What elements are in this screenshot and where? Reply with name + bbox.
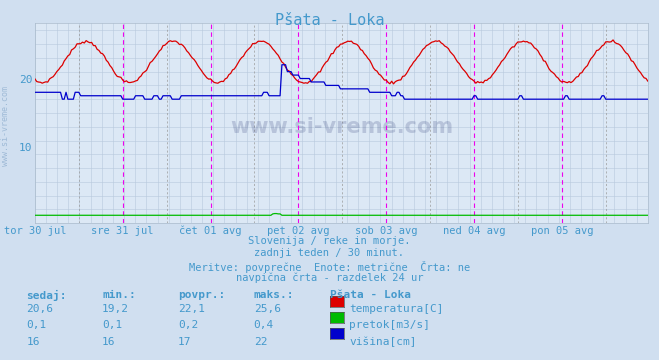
Text: sedaj:: sedaj: — [26, 290, 67, 301]
Text: 22,1: 22,1 — [178, 304, 205, 314]
Text: 0,2: 0,2 — [178, 320, 198, 330]
Text: 0,1: 0,1 — [102, 320, 123, 330]
Text: navpična črta - razdelek 24 ur: navpična črta - razdelek 24 ur — [236, 273, 423, 283]
Text: 25,6: 25,6 — [254, 304, 281, 314]
Text: Pšata - Loka: Pšata - Loka — [275, 13, 384, 28]
Text: 22: 22 — [254, 337, 267, 347]
Text: višina[cm]: višina[cm] — [349, 337, 416, 347]
Text: 19,2: 19,2 — [102, 304, 129, 314]
Text: zadnji teden / 30 minut.: zadnji teden / 30 minut. — [254, 248, 405, 258]
Text: min.:: min.: — [102, 290, 136, 300]
Text: 17: 17 — [178, 337, 191, 347]
Text: povpr.:: povpr.: — [178, 290, 225, 300]
Text: pretok[m3/s]: pretok[m3/s] — [349, 320, 430, 330]
Text: 16: 16 — [102, 337, 115, 347]
Text: 16: 16 — [26, 337, 40, 347]
Text: temperatura[C]: temperatura[C] — [349, 304, 444, 314]
Text: www.si-vreme.com: www.si-vreme.com — [230, 117, 453, 137]
Text: 0,1: 0,1 — [26, 320, 47, 330]
Text: 0,4: 0,4 — [254, 320, 274, 330]
Text: maks.:: maks.: — [254, 290, 294, 300]
Text: Pšata - Loka: Pšata - Loka — [330, 290, 411, 300]
Text: Meritve: povprečne  Enote: metrične  Črta: ne: Meritve: povprečne Enote: metrične Črta:… — [189, 261, 470, 273]
Text: www.si-vreme.com: www.si-vreme.com — [1, 86, 10, 166]
Text: 20,6: 20,6 — [26, 304, 53, 314]
Text: Slovenija / reke in morje.: Slovenija / reke in morje. — [248, 236, 411, 246]
